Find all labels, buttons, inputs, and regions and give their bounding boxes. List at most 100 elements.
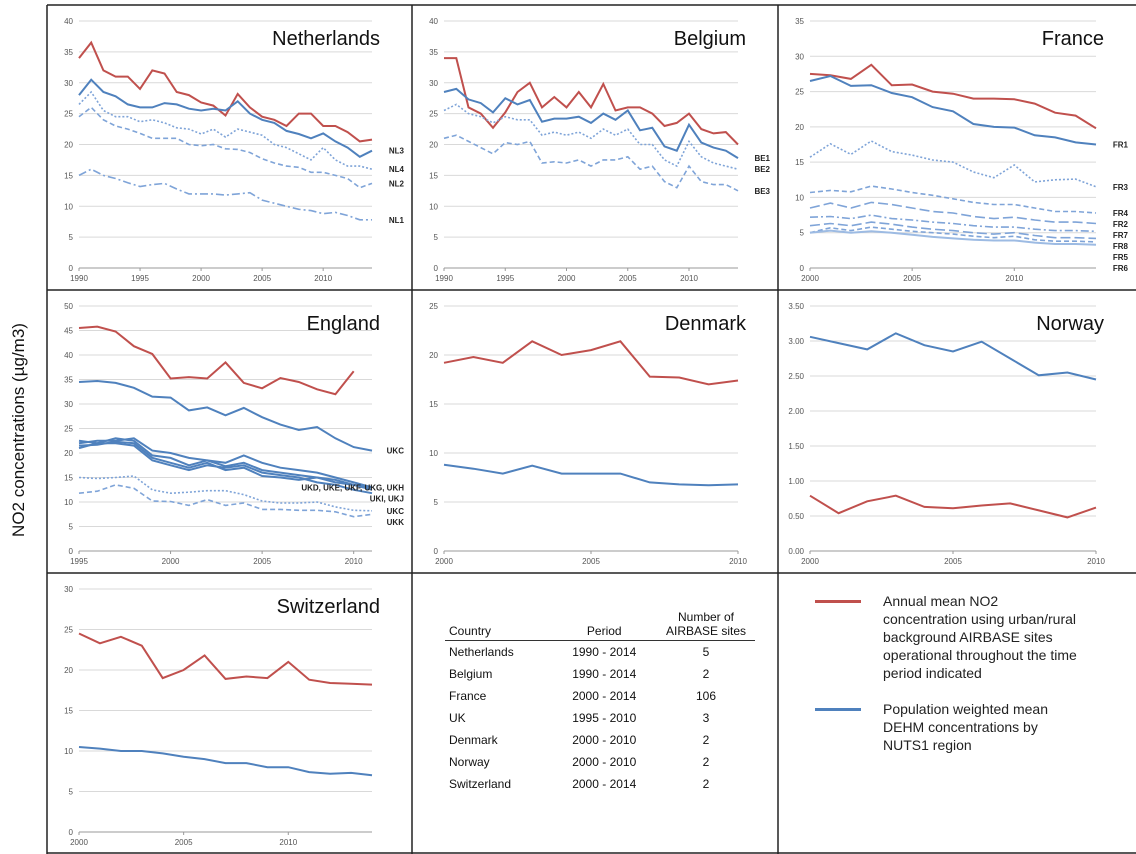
table-cell: Denmark [449, 733, 498, 747]
series-line [809, 494, 1097, 519]
series-label: FR5 [1113, 253, 1129, 262]
y-tick-label: 40 [64, 17, 73, 26]
series-label: NL4 [389, 165, 405, 174]
y-tick-label: 5 [434, 233, 439, 242]
y-tick-label: 5 [69, 233, 74, 242]
series-label: BE2 [754, 165, 770, 174]
y-tick-label: 0 [800, 264, 805, 273]
y-tick-label: 30 [795, 52, 804, 61]
table-cell: 5 [702, 645, 710, 659]
panel-frame [46, 4, 1136, 854]
y-tick-label: 0 [69, 547, 74, 556]
y-tick-label: 50 [64, 302, 73, 311]
y-tick-label: 5 [434, 498, 439, 507]
x-tick-label: 2005 [175, 838, 193, 847]
x-tick-label: 2005 [582, 557, 600, 566]
y-tick-label: 15 [64, 474, 73, 483]
series-line [809, 74, 1097, 146]
series-line [78, 90, 373, 170]
y-tick-label: 3.00 [788, 337, 804, 346]
table-row: Denmark 2000 - 2010 2 [445, 729, 755, 751]
y-tick-label: 10 [429, 202, 438, 211]
series-label: FR4 [1113, 209, 1129, 218]
series-line [78, 78, 373, 158]
y-tick-label: 20 [429, 141, 438, 150]
series-line [809, 185, 1097, 214]
series-line [809, 221, 1097, 240]
table-row: Switzerland 2000 - 2014 2 [445, 773, 755, 795]
series-line [78, 632, 373, 686]
y-tick-label: 15 [64, 707, 73, 716]
table-cell: 2 [702, 733, 710, 747]
x-tick-label: 2000 [162, 557, 180, 566]
table-cell: 2 [702, 667, 710, 681]
panel-title: France [1042, 28, 1104, 50]
series-label: UKC [387, 507, 405, 516]
y-tick-label: 10 [429, 449, 438, 458]
series-label: FR6 [1113, 264, 1129, 273]
y-tick-label: 30 [64, 79, 73, 88]
y-tick-label: 40 [429, 17, 438, 26]
y-tick-label: 25 [429, 302, 438, 311]
series-line [78, 746, 373, 777]
y-tick-label: 25 [795, 88, 804, 97]
y-tick-label: 10 [64, 202, 73, 211]
series-label: FR7 [1113, 231, 1129, 240]
y-tick-label: 0.50 [788, 512, 804, 521]
table-row: UK 1995 - 2010 3 [445, 707, 755, 729]
legend-label: Population weighted mean DEHM concentrat… [883, 701, 1049, 753]
x-tick-label: 2010 [345, 557, 363, 566]
y-tick-label: 2.00 [788, 407, 804, 416]
y-tick-label: 25 [64, 110, 73, 119]
panel-title: England [307, 313, 380, 335]
x-tick-label: 1995 [496, 274, 514, 283]
panel-title: Norway [1036, 313, 1104, 335]
sites-table: Country Period Number of AIRBASE sites Neth… [445, 608, 755, 795]
panel-title: Belgium [674, 28, 746, 50]
legend-label: Annual mean NO2 concentration using urba… [883, 593, 1077, 681]
x-tick-label: 2000 [192, 274, 210, 283]
table-cell: 2 [702, 755, 710, 769]
series-line [78, 168, 372, 221]
table-cell: Switzerland [449, 777, 512, 791]
y-tick-label: 5 [69, 788, 74, 797]
series-line [78, 442, 373, 495]
y-tick-label: 35 [64, 376, 73, 385]
series-line [78, 484, 373, 518]
table-cell: 3 [702, 711, 710, 725]
x-tick-label: 2005 [903, 274, 921, 283]
series-line [443, 463, 739, 487]
y-tick-label: 1.00 [788, 477, 804, 486]
series-label: NL2 [389, 179, 405, 188]
y-tick-label: 0 [69, 828, 74, 837]
table-cell: 2 [702, 777, 710, 791]
x-tick-label: 2010 [279, 838, 297, 847]
x-tick-label: 2005 [619, 274, 637, 283]
x-tick-label: 2010 [1005, 274, 1023, 283]
y-tick-label: 5 [800, 229, 805, 238]
y-tick-label: 35 [429, 48, 438, 57]
x-tick-label: 2000 [801, 557, 819, 566]
y-tick-label: 1.50 [788, 442, 804, 451]
y-tick-label: 25 [64, 626, 73, 635]
table-cell: 2000 - 2010 [572, 755, 637, 769]
panel-title: Switzerland [277, 596, 380, 618]
table-row: Belgium 1990 - 2014 2 [445, 663, 755, 685]
table-header-cell: Country [445, 608, 552, 641]
table-cell: 2000 - 2014 [572, 689, 637, 703]
x-tick-label: 2005 [253, 274, 271, 283]
x-tick-label: 2010 [680, 274, 698, 283]
series-label: BE1 [754, 154, 770, 163]
y-tick-label: 20 [64, 141, 73, 150]
panel-title: Netherlands [272, 28, 380, 50]
series-label: UKK [387, 518, 405, 527]
series-line [809, 332, 1097, 381]
x-tick-label: 2005 [253, 557, 271, 566]
table-cell: 106 [695, 689, 717, 703]
x-tick-label: 1990 [70, 274, 88, 283]
y-tick-label: 15 [64, 171, 73, 180]
series-label: UKC [387, 447, 405, 456]
series-line [78, 40, 373, 143]
